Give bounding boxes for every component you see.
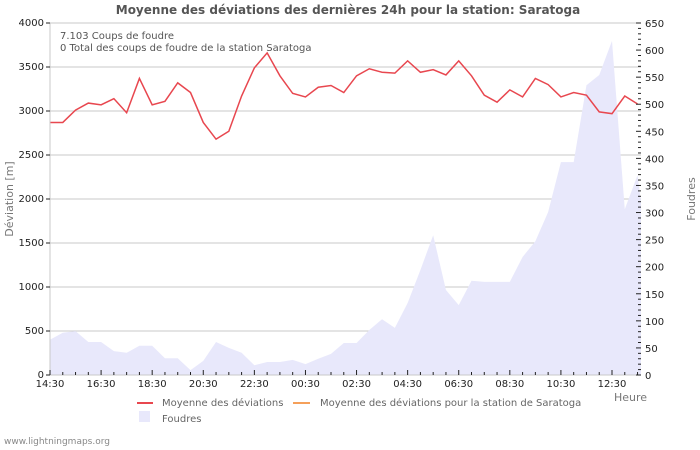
x-tick-label: 00:30	[291, 379, 320, 390]
right-tick-label: 550	[645, 73, 664, 84]
left-axis-ticks: 0 500 1000 1500 2000 2500 3000 3500 4000	[19, 18, 50, 381]
right-tick-label: 450	[645, 127, 664, 138]
right-tick-label: 50	[645, 344, 658, 355]
right-tick-label: 100	[645, 317, 664, 328]
legend-swatch-foudres	[139, 411, 150, 422]
legend-label-station: Moyenne des déviations pour la station d…	[320, 397, 581, 409]
x-tick-label: 16:30	[87, 379, 116, 390]
right-tick-label: 400	[645, 154, 664, 165]
left-tick-label: 3000	[19, 106, 44, 117]
legend-label-foudres: Foudres	[162, 414, 201, 425]
x-tick-label: 02:30	[342, 379, 371, 390]
x-tick-label: 12:30	[598, 379, 627, 390]
right-tick-label: 500	[645, 100, 664, 111]
x-tick-label: 06:30	[444, 379, 473, 390]
footer-link[interactable]: www.lightningmaps.org	[4, 437, 110, 447]
right-tick-label: 300	[645, 209, 664, 220]
left-axis-label: Déviation [m]	[3, 161, 16, 236]
right-tick-label: 250	[645, 236, 664, 247]
left-tick-label: 4000	[19, 18, 44, 29]
right-tick-label: 600	[645, 46, 664, 57]
right-tick-label: 150	[645, 290, 664, 301]
x-axis-ticks: 14:30 16:30 18:30 20:30 22:30 00:30 02:30 04:30…	[36, 370, 639, 390]
deviation-line	[50, 51, 638, 141]
right-axis-label: Foudres	[685, 177, 698, 221]
foudres-area	[50, 40, 641, 376]
right-axis-ticks: 0 50 100 150 200 250 300 350 400 450 500 550 600 650	[636, 19, 664, 382]
x-axis-label: Heure	[614, 391, 647, 404]
legend-label-deviation: Moyenne des déviations	[162, 397, 283, 409]
x-tick-label: 08:30	[495, 379, 524, 390]
x-tick-label: 14:30	[36, 379, 65, 390]
left-tick-label: 1500	[19, 238, 44, 249]
left-tick-label: 3500	[19, 62, 44, 73]
x-tick-label: 20:30	[189, 379, 218, 390]
right-tick-label: 350	[645, 181, 664, 192]
right-tick-label: 200	[645, 263, 664, 274]
right-tick-label: 650	[645, 19, 664, 30]
right-tick-label: 0	[645, 371, 651, 382]
x-tick-label: 04:30	[393, 379, 422, 390]
x-tick-label: 10:30	[546, 379, 575, 390]
left-tick-label: 1000	[19, 282, 44, 293]
x-tick-label: 18:30	[138, 379, 167, 390]
left-tick-label: 0	[38, 370, 44, 381]
info-strike-count: 7.103 Coups de foudre	[60, 31, 174, 42]
chart-title: Moyenne des déviations des dernières 24h…	[116, 3, 580, 17]
x-tick-label: 22:30	[240, 379, 269, 390]
left-tick-label: 2000	[19, 194, 44, 205]
left-tick-label: 500	[25, 326, 44, 337]
info-station-total: 0 Total des coups de foudre de la statio…	[60, 43, 311, 54]
legend: Moyenne des déviations Moyenne des dévia…	[137, 397, 581, 425]
left-tick-label: 2500	[19, 150, 44, 161]
